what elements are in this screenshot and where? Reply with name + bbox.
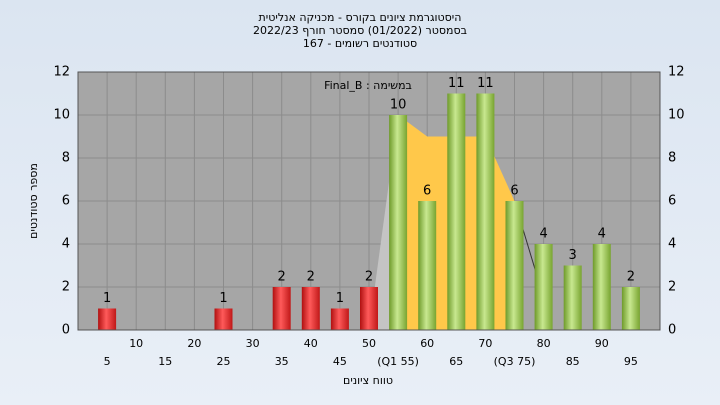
bar	[505, 201, 524, 330]
bar	[214, 308, 233, 330]
bar	[418, 201, 437, 330]
annotation: Final_B : במשימה	[324, 79, 412, 92]
chart-subtitle: סטודנטים רשומים - 167	[303, 37, 417, 50]
value-label: 1	[336, 291, 344, 306]
x-tick-label: 5	[104, 355, 111, 368]
x-tick-label: 85	[566, 355, 580, 368]
value-label: 10	[390, 98, 407, 113]
value-label: 4	[598, 227, 606, 242]
y2-tick-label: 4	[668, 237, 676, 252]
y2-tick-label: 8	[668, 151, 676, 166]
x-tick-label: 10	[129, 337, 143, 350]
x-tick-label: 30	[246, 337, 260, 350]
value-label: 2	[365, 270, 373, 285]
y-tick-label: 10	[53, 108, 70, 123]
x-tick-label: (Q1 55)	[377, 355, 419, 368]
chart-title: היסטוגרמת ציונים בקורס - מכניקה אנליטית	[259, 11, 462, 24]
y2-tick-label: 6	[668, 194, 676, 209]
x-tick-label: 25	[217, 355, 231, 368]
bar	[272, 287, 291, 330]
bar	[389, 115, 408, 330]
x-tick-label: 65	[449, 355, 463, 368]
value-label: 11	[448, 76, 465, 91]
value-label: 2	[307, 270, 315, 285]
bar	[534, 244, 553, 330]
bar	[592, 244, 611, 330]
bar	[330, 308, 349, 330]
value-label: 2	[278, 270, 286, 285]
value-label: 3	[569, 248, 577, 263]
chart-subtitle: בסמסטר (01/2022) סמסטר חורף 2022/23	[253, 24, 467, 37]
y-tick-label: 2	[62, 280, 70, 295]
plot-border	[77, 71, 661, 331]
x-tick-label: 35	[275, 355, 289, 368]
x-axis-label: טווח ציונים	[343, 374, 393, 387]
y2-tick-label: 0	[668, 323, 676, 338]
x-tick-label: 40	[304, 337, 318, 350]
x-tick-label: 15	[158, 355, 172, 368]
x-tick-label: 90	[595, 337, 609, 350]
value-label: 1	[219, 291, 227, 306]
x-tick-label: 95	[624, 355, 638, 368]
x-tick-label: 20	[187, 337, 201, 350]
y2-tick-label: 2	[668, 280, 676, 295]
x-tick-label: 45	[333, 355, 347, 368]
y2-tick-label: 10	[668, 108, 685, 123]
value-label: 6	[423, 184, 431, 199]
x-tick-label: 80	[537, 337, 551, 350]
bar	[476, 93, 495, 330]
y-tick-label: 0	[62, 323, 70, 338]
bar	[301, 287, 320, 330]
bar	[360, 287, 378, 330]
value-label: 6	[510, 184, 518, 199]
value-label: 1	[103, 291, 111, 306]
y-tick-label: 8	[62, 151, 70, 166]
bar	[98, 308, 117, 330]
bar	[563, 265, 582, 330]
value-label: 11	[477, 76, 494, 91]
value-label: 4	[539, 227, 547, 242]
y-axis-label: מספר סטודנטים	[27, 163, 40, 239]
x-tick-label: 70	[478, 337, 492, 350]
x-tick-label: 50	[362, 337, 376, 350]
value-label: 2	[627, 270, 635, 285]
x-tick-label: 60	[420, 337, 434, 350]
bar	[447, 93, 466, 330]
y-tick-label: 4	[62, 237, 70, 252]
y-tick-label: 12	[53, 65, 70, 80]
x-tick-label: (Q3 75)	[494, 355, 536, 368]
y2-tick-label: 12	[668, 65, 685, 80]
bar	[621, 287, 640, 330]
y-tick-label: 6	[62, 194, 70, 209]
